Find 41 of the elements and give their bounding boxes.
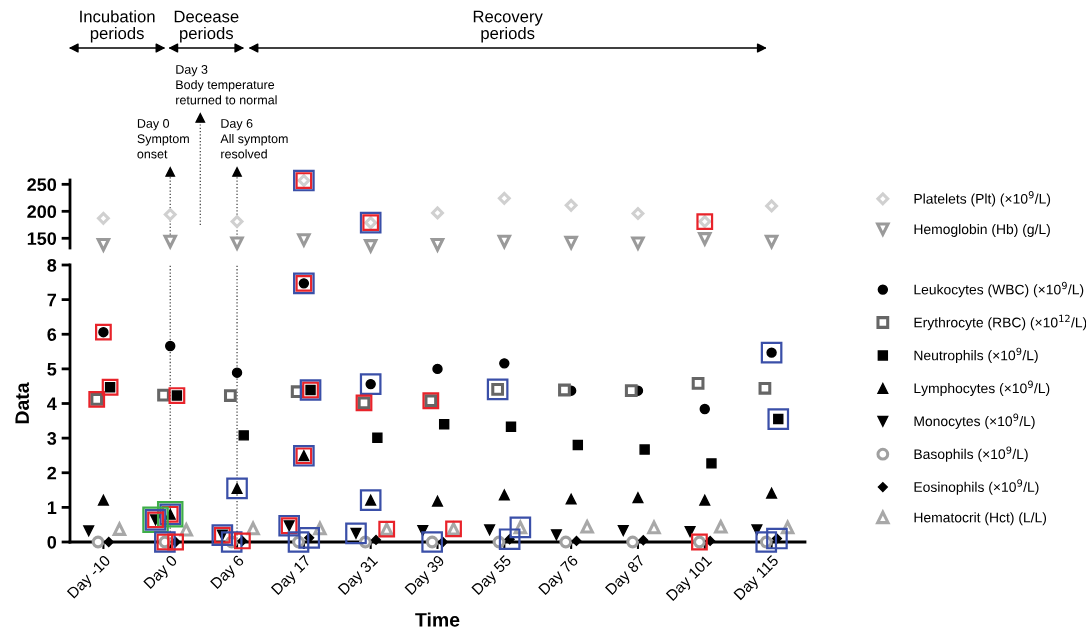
y-tick-label: 1 xyxy=(47,501,57,514)
y-tick-label: 250 xyxy=(27,178,57,192)
y-tick-label: 0 xyxy=(47,535,57,549)
x-tick-label: Day -10 xyxy=(66,554,114,601)
text: Day 0 Symptom onset xyxy=(137,119,189,159)
legend-label: Erythrocyte (RBC) (×10$^{12}$/L) xyxy=(914,314,1086,331)
text: Day 3 Body temperature returned to normal xyxy=(176,65,277,105)
y-tick-label: 4 xyxy=(47,397,57,411)
y-tick-label: 8 xyxy=(47,258,57,272)
text: Day 6 All symptom resolved xyxy=(220,119,288,159)
y-tick-label: 6 xyxy=(47,328,57,341)
legend-label: Eosinophils (×10$^{9}$/L) xyxy=(914,479,1039,495)
legend-label: Lymphocytes (×10$^{9}$/L) xyxy=(914,380,1050,396)
y-tick-label: 5 xyxy=(47,363,57,376)
x-tick-label: Day 115 xyxy=(733,554,782,603)
legend-label: Platelets (Plt) (×10$^{9}$/L) xyxy=(914,191,1051,207)
legend-label: Leukocytes (WBC) (×10$^{9}$/L) xyxy=(914,281,1084,298)
legend-label: Basophils (×10$^{9}$/L) xyxy=(914,446,1028,462)
y-axis-title: Data xyxy=(15,382,30,424)
y-tick-label: 150 xyxy=(27,232,57,246)
y-tick-label: 3 xyxy=(47,432,57,445)
x-tick-label: Day 55 xyxy=(471,554,514,598)
x-tick-label: Day 17 xyxy=(270,554,314,598)
text: Incubation periods xyxy=(80,10,155,43)
x-tick-label: Day 31 xyxy=(337,554,381,598)
x-tick-label: Day 39 xyxy=(404,554,448,598)
y-tick-label: 200 xyxy=(27,205,57,219)
legend-label: Monocytes (×10$^{9}$/L) xyxy=(914,413,1035,429)
x-tick-label: Day 0 xyxy=(143,554,180,592)
y-tick-label: 2 xyxy=(47,466,57,480)
text: Decease periods xyxy=(174,10,239,43)
legend-label: Hemoglobin (Hb) (g/L) xyxy=(914,223,1050,237)
y-tick-label: 7 xyxy=(47,293,57,307)
x-axis-title: Time xyxy=(415,612,460,627)
x-tick-label: Day 101 xyxy=(665,554,715,604)
x-tick-label: Day 87 xyxy=(604,554,648,598)
x-tick-label: Day 76 xyxy=(538,554,581,598)
x-tick-label: Day 6 xyxy=(210,554,247,592)
text: Recovery periods xyxy=(473,10,543,43)
legend-label: Neutrophils (×10$^{9}$/L) xyxy=(914,347,1038,364)
legend-label: Hematocrit (Hct) (L/L) xyxy=(914,512,1047,526)
